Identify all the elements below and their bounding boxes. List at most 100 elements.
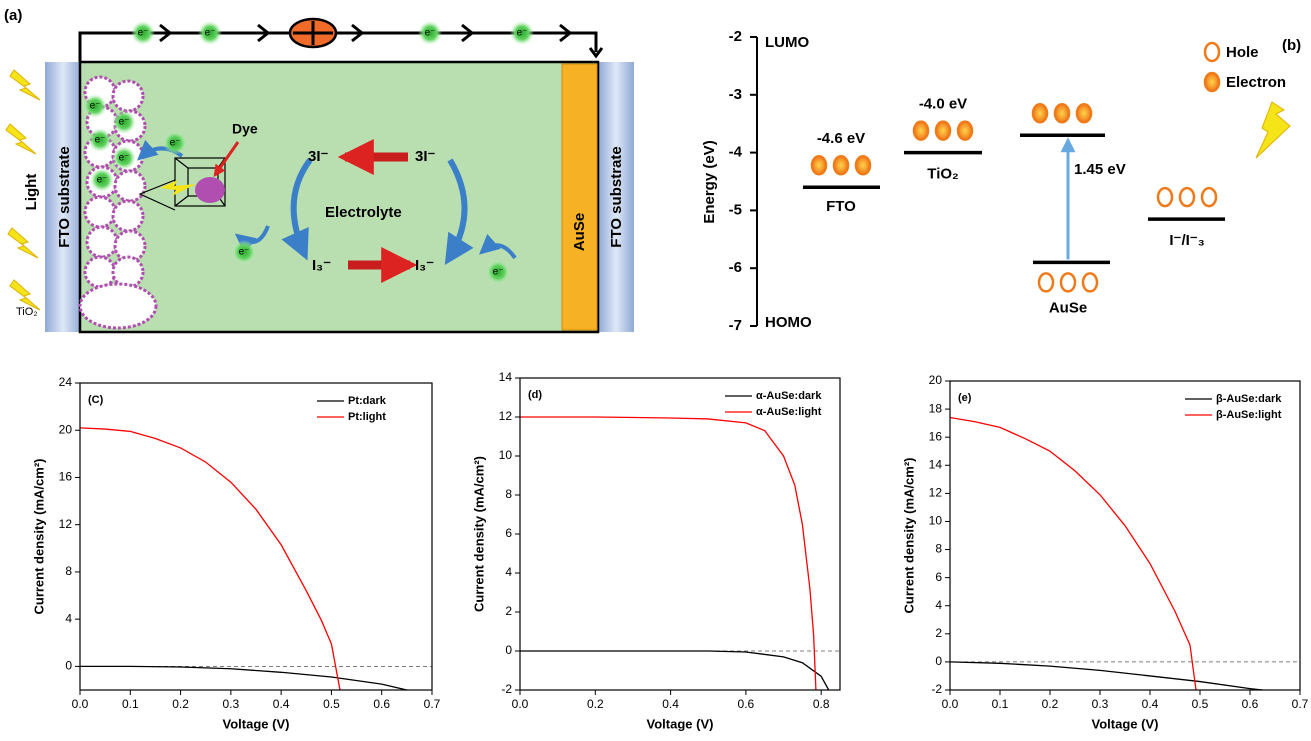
series-line bbox=[949, 661, 1263, 691]
panel-label: (a) bbox=[4, 7, 22, 24]
electron-label: e⁻ bbox=[90, 101, 101, 112]
y-tick-label: -2 bbox=[729, 28, 742, 45]
y-tick-label: -6 bbox=[729, 259, 742, 276]
y-tick-label: 12 bbox=[929, 486, 943, 500]
electron bbox=[90, 168, 114, 192]
substrate-label: FTO substrate bbox=[56, 146, 73, 247]
arrow bbox=[234, 225, 270, 254]
x-tick-label: 0.5 bbox=[1192, 697, 1209, 711]
y-axis-label: Current density (mA/cm²) bbox=[901, 457, 916, 613]
x-tick-label: 0.4 bbox=[273, 697, 290, 711]
hole bbox=[1059, 272, 1077, 293]
electron bbox=[810, 155, 828, 176]
electron bbox=[1075, 103, 1093, 124]
y-tick-label: -2 bbox=[931, 682, 942, 696]
electron bbox=[112, 110, 136, 134]
triiodide-label: I₃⁻ bbox=[415, 257, 434, 274]
hole bbox=[1200, 186, 1218, 208]
legend-label: Hole bbox=[1226, 44, 1259, 61]
y-tick-label: 8 bbox=[65, 564, 72, 578]
tio2-particle bbox=[85, 225, 119, 259]
electron-label: e⁻ bbox=[517, 28, 528, 39]
electron bbox=[163, 131, 187, 155]
legend-label: β-AuSe:light bbox=[1216, 409, 1282, 421]
x-axis-label: Voltage (V) bbox=[223, 716, 290, 731]
tio2-particle bbox=[113, 169, 147, 203]
y-tick-label: 14 bbox=[929, 457, 943, 471]
x-tick-label: 0.2 bbox=[172, 697, 189, 711]
electron bbox=[934, 120, 952, 141]
x-tick-label: 0.4 bbox=[1142, 697, 1159, 711]
tio2-particle bbox=[83, 195, 117, 229]
iodide-label: 3I⁻ bbox=[415, 148, 436, 165]
x-tick-label: 0.0 bbox=[512, 697, 529, 711]
y-tick-label: 20 bbox=[929, 373, 943, 387]
legend-label: α-AuSe:light bbox=[756, 406, 822, 418]
hole bbox=[1156, 186, 1174, 208]
y-tick-label: -7 bbox=[729, 317, 742, 334]
y-tick-label: 14 bbox=[499, 370, 513, 384]
electron bbox=[198, 21, 222, 45]
y-tick-label: 4 bbox=[505, 565, 512, 579]
gap-label: 1.45 eV bbox=[1074, 161, 1126, 178]
x-tick-label: 0.2 bbox=[1042, 697, 1059, 711]
level-label: AuSe bbox=[1049, 299, 1087, 316]
cell-diagram: (a) Light FTO substrate TiO₂ Dye 3I⁻ 3I⁻… bbox=[4, 7, 634, 334]
electron-label: e⁻ bbox=[119, 117, 130, 128]
plot-frame bbox=[79, 382, 433, 691]
x-tick-label: 0.6 bbox=[1242, 697, 1259, 711]
electron-label: e⁻ bbox=[138, 28, 149, 39]
light-label: Light bbox=[23, 174, 40, 211]
y-tick-label: 4 bbox=[65, 611, 72, 625]
x-tick-label: 0.3 bbox=[1092, 697, 1109, 711]
arrow bbox=[444, 158, 474, 266]
x-tick-label: 0.4 bbox=[662, 697, 679, 711]
charts: 0.0 0.1 0.2 0.3 0.4 0.5 0.6 0.704812162024Volta… bbox=[31, 370, 1308, 731]
x-tick-label: 0.2 bbox=[587, 697, 604, 711]
x-axis-label: Voltage (V) bbox=[647, 716, 714, 731]
tio2-particle bbox=[113, 229, 147, 263]
series-line bbox=[949, 416, 1197, 691]
tio2-label: TiO₂ bbox=[16, 306, 38, 318]
y-tick-label: 16 bbox=[929, 429, 943, 443]
cell bbox=[78, 60, 600, 334]
right-substrate bbox=[598, 62, 634, 332]
x-tick-label: 0.1 bbox=[122, 697, 139, 711]
electron bbox=[418, 21, 442, 45]
tio2-particle bbox=[111, 255, 145, 289]
y-tick-label: -5 bbox=[729, 201, 742, 218]
y-tick-label: 8 bbox=[935, 542, 942, 556]
electron bbox=[912, 120, 930, 141]
bottom-label: HOMO bbox=[765, 314, 812, 331]
chevrons bbox=[159, 23, 573, 43]
series-line bbox=[80, 665, 408, 691]
electron bbox=[112, 146, 136, 170]
energy-diagram: -2 -3 -4 -5 -6 -7 Energy (eV) LUMO HOMO (b) Hole El… bbox=[701, 28, 1301, 334]
hole bbox=[1081, 272, 1099, 293]
y-tick-label: -3 bbox=[729, 86, 742, 103]
electron bbox=[1053, 103, 1071, 124]
y-tick-label: -4 bbox=[729, 144, 743, 161]
electron-label: e⁻ bbox=[239, 247, 250, 258]
y-tick-label: -2 bbox=[501, 682, 512, 696]
x-tick-label: 0.8 bbox=[813, 697, 830, 711]
electron bbox=[1031, 103, 1049, 124]
x-tick-label: 0.7 bbox=[1292, 697, 1309, 711]
y-tick-label: 0 bbox=[935, 654, 942, 668]
y-tick-label: 8 bbox=[505, 487, 512, 501]
electron bbox=[232, 240, 256, 264]
hole bbox=[1037, 272, 1055, 293]
panel-label: (C) bbox=[88, 394, 104, 406]
hole bbox=[1203, 41, 1221, 63]
y-tick-label: 10 bbox=[929, 514, 943, 528]
level-label: I⁻/I⁻₃ bbox=[1169, 232, 1204, 249]
top-label: LUMO bbox=[765, 34, 809, 51]
series-line bbox=[520, 650, 830, 691]
y-axis-label: Current density (mA/cm²) bbox=[31, 458, 46, 614]
dye-label: Dye bbox=[232, 121, 258, 137]
tio2-particle bbox=[78, 282, 158, 330]
electron bbox=[956, 120, 974, 141]
load-cross bbox=[293, 21, 333, 45]
legend-label: Electron bbox=[1226, 74, 1286, 91]
